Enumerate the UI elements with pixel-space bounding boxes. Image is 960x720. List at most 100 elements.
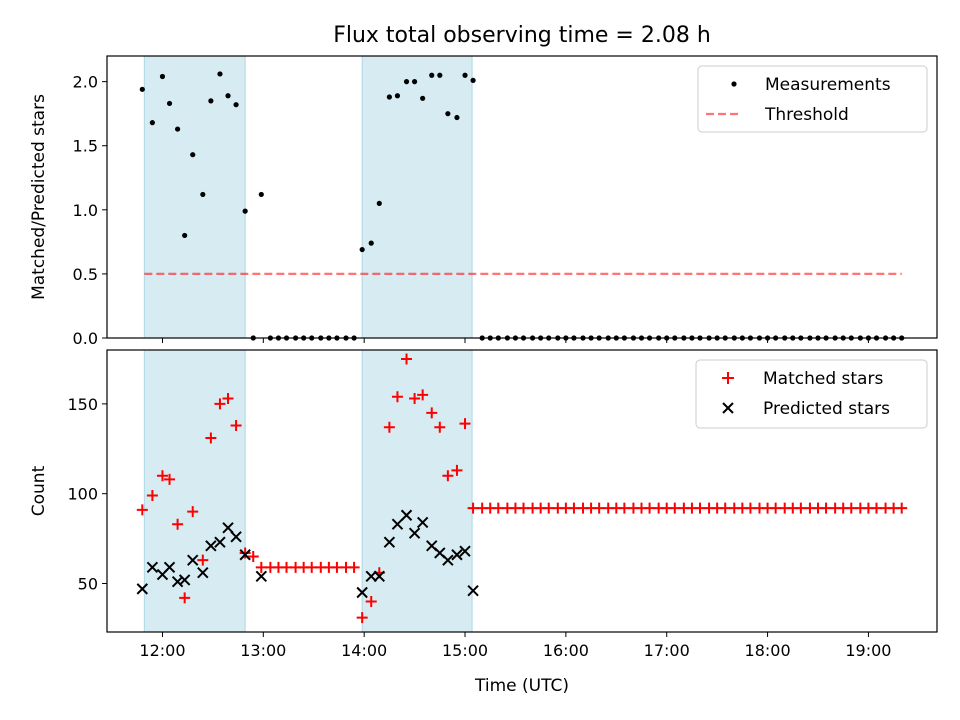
matched-star-point xyxy=(356,612,368,624)
y-tick-label: 100 xyxy=(67,485,98,504)
matched-star-point xyxy=(205,432,217,444)
measurement-point xyxy=(258,191,264,198)
measurement-point xyxy=(190,152,196,158)
measurement-point xyxy=(445,111,451,117)
measurement-point xyxy=(217,71,223,77)
predicted-star-point xyxy=(400,509,413,521)
legend-box xyxy=(697,65,928,133)
legend-label: Measurements xyxy=(765,75,891,95)
measurement-point xyxy=(462,72,468,78)
predicted-star-point xyxy=(373,570,386,583)
measurement-point xyxy=(411,79,418,85)
predicted-star-point xyxy=(255,570,268,583)
predicted-star-point xyxy=(136,583,149,595)
y-tick-label: 50 xyxy=(78,575,98,594)
predicted-star-point xyxy=(408,527,421,539)
y-tick-label: 2.0 xyxy=(73,73,98,92)
measurement-point xyxy=(420,95,426,101)
measurement-point xyxy=(166,100,173,107)
predicted-star-point xyxy=(222,522,234,534)
x-tick-label: 18:00 xyxy=(745,641,791,660)
matched-star-point xyxy=(197,554,209,566)
x-tick-label: 16:00 xyxy=(543,641,589,660)
measurement-point xyxy=(242,208,248,214)
measurement-point xyxy=(470,77,476,83)
x-tick-label: 13:00 xyxy=(240,641,286,660)
y-tick-label: 1.5 xyxy=(73,137,98,156)
matched-star-point xyxy=(442,470,454,482)
y-tick-label: 1.0 xyxy=(73,201,98,220)
shaded-interval xyxy=(143,349,246,633)
matched-star-point xyxy=(146,489,158,501)
measurement-point xyxy=(233,102,239,108)
matched-star-point xyxy=(222,392,234,404)
x-tick-label: 14:00 xyxy=(341,641,387,660)
shaded-interval xyxy=(361,55,473,339)
y-tick-label: 0.0 xyxy=(73,329,98,348)
legend-label: Matched stars xyxy=(763,369,883,389)
x-tick-label: 12:00 xyxy=(139,641,185,660)
measurement-point xyxy=(182,232,188,239)
measurement-point xyxy=(376,200,382,207)
measurement-point xyxy=(394,93,401,99)
x-tick-label: 15:00 xyxy=(442,641,488,660)
matched-star-point xyxy=(187,506,199,518)
measurement-point xyxy=(368,240,374,246)
predicted-star-point xyxy=(467,584,479,597)
legend-key-matched xyxy=(722,372,734,384)
matched-star-point xyxy=(365,595,377,607)
plot-frame xyxy=(106,55,938,339)
predicted-star-point xyxy=(205,540,217,552)
y-axis-label: Count xyxy=(29,465,49,516)
matched-star-point xyxy=(179,592,191,604)
measurement-point xyxy=(225,93,231,99)
predicted-star-point xyxy=(416,516,429,529)
measurement-point xyxy=(386,94,392,100)
legend-label: Threshold xyxy=(764,105,849,125)
predicted-star-point xyxy=(197,567,209,579)
matched-star-point xyxy=(383,421,395,433)
matched-star-point xyxy=(172,518,184,530)
x-axis-label: Time (UTC) xyxy=(474,676,569,696)
predicted-star-point xyxy=(178,574,191,586)
matched-star-point xyxy=(459,418,471,430)
x-tick-label: 19:00 xyxy=(845,641,891,660)
measurement-point xyxy=(159,73,166,80)
panel-bottom: 50 100 150 12:00 13:00 14:00 15:00 16:00 17:00 18… xyxy=(29,349,938,660)
legend-key-predicted xyxy=(722,402,734,414)
matched-star-point xyxy=(136,504,148,516)
matched-star-point xyxy=(409,392,421,404)
y-tick-label: 0.5 xyxy=(73,265,98,284)
predicted-star-point xyxy=(214,536,226,548)
measurement-point xyxy=(403,79,410,85)
predicted-star-point xyxy=(391,518,404,530)
predicted-star-point xyxy=(239,549,251,561)
measurement-point xyxy=(359,246,365,253)
matched-star-point xyxy=(451,464,463,476)
plot-frame xyxy=(106,349,938,633)
predicted-star-point xyxy=(459,545,471,557)
shaded-interval xyxy=(361,349,473,633)
predicted-star-point xyxy=(451,549,463,561)
panel-top: 0.0 0.5 1.0 1.5 2.0 Matched/Predicted stars Me… xyxy=(29,55,938,348)
matched-star-point xyxy=(214,398,226,410)
measurement-point xyxy=(149,120,155,126)
matched-star-point xyxy=(434,421,446,433)
matched-star-point xyxy=(156,470,168,482)
predicted-star-point xyxy=(163,561,176,574)
matched-star-point xyxy=(239,547,251,559)
matched-star-point xyxy=(348,561,360,573)
matched-star-point xyxy=(417,389,429,401)
matched-star-point xyxy=(896,502,908,514)
measurement-point xyxy=(208,98,214,104)
predicted-star-point xyxy=(146,561,159,574)
predicted-star-point xyxy=(187,554,199,566)
legend-label: Predicted stars xyxy=(763,399,890,419)
matched-star-point xyxy=(230,419,242,431)
matched-star-point xyxy=(164,473,176,485)
matched-star-point xyxy=(426,407,438,419)
measurement-point xyxy=(454,114,460,121)
matched-star-point xyxy=(391,391,403,403)
predicted-star-point xyxy=(356,586,368,599)
